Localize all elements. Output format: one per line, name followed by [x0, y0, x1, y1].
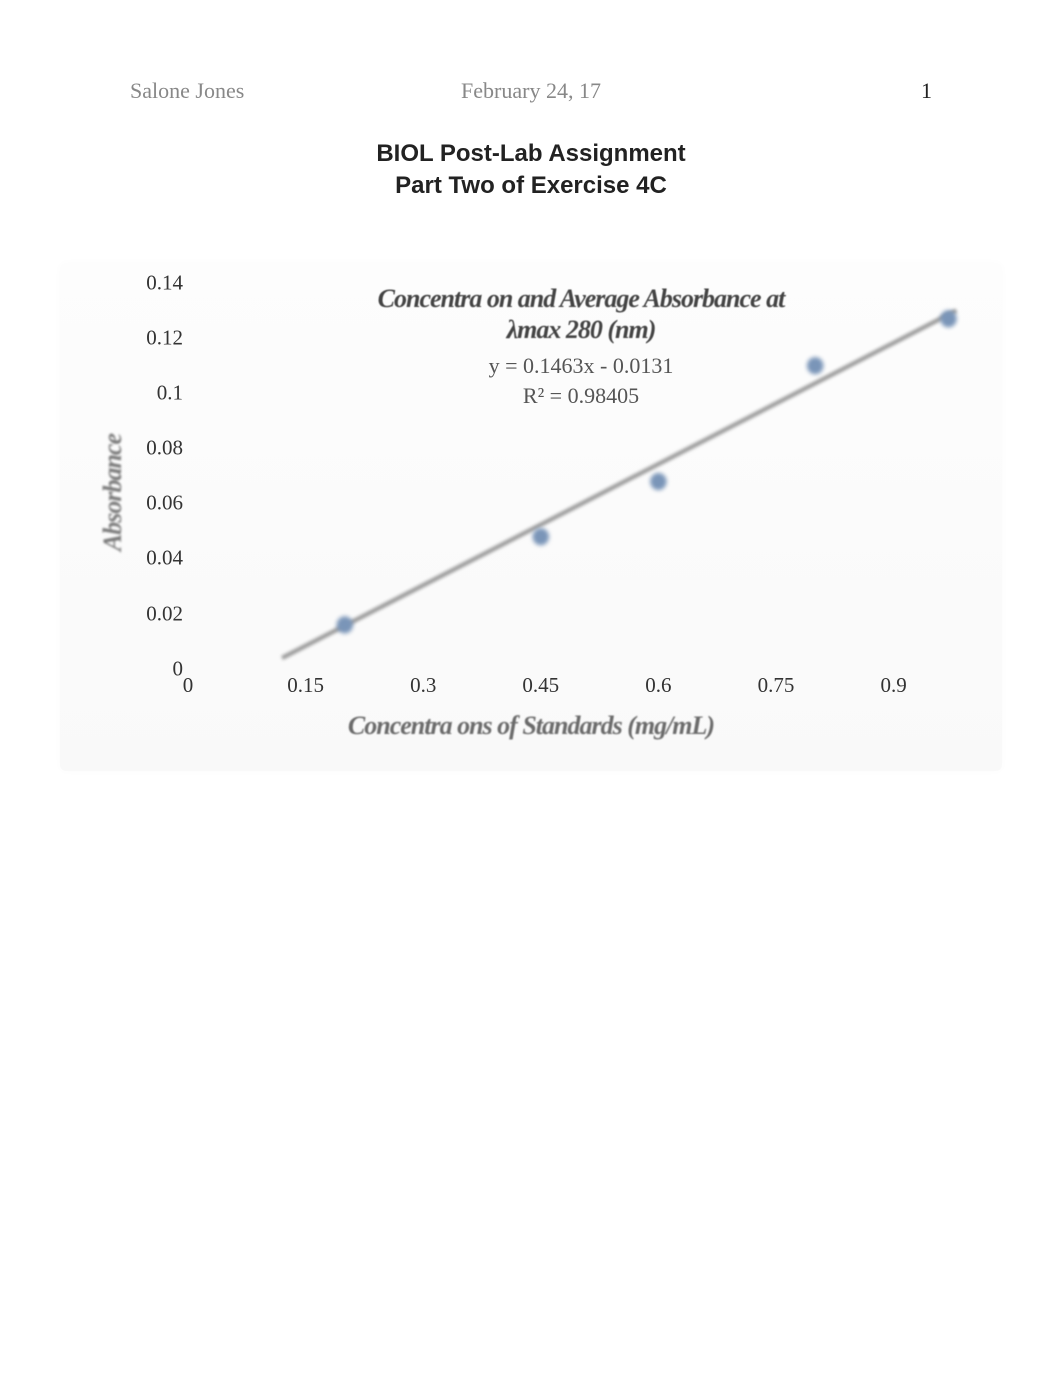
chart-title-block: Concentra on and Average Absorbance at λ…	[210, 283, 952, 411]
chart-title-line1: Concentra on and Average Absorbance at	[378, 284, 785, 313]
r-squared: R² = 0.98405	[210, 381, 952, 411]
y-tick-container: 00.020.040.060.080.10.120.14	[128, 283, 183, 669]
document-date: February 24, 17	[397, 78, 664, 104]
title-line-2: Part Two of Exercise 4C	[0, 170, 1062, 202]
x-axis-label: Concentra ons of Standards (mg/mL)	[90, 711, 972, 741]
plot-column: Concentra on and Average Absorbance at λ…	[128, 283, 972, 703]
y-axis-label: Absorbance	[90, 434, 128, 551]
x-tick-label: 0.15	[287, 673, 324, 698]
y-tick-label: 0.08	[146, 436, 183, 461]
document-title: BIOL Post-Lab Assignment Part Two of Exe…	[0, 138, 1062, 203]
document-header: Salone Jones February 24, 17 1	[0, 0, 1062, 104]
chart-inner: Absorbance Concentra on and Average Abso…	[90, 283, 972, 703]
y-tick-label: 0.1	[157, 381, 183, 406]
data-point	[533, 528, 550, 545]
x-tick-label: 0.6	[645, 673, 671, 698]
y-tick-label: 0.06	[146, 491, 183, 516]
author-name: Salone Jones	[130, 78, 397, 104]
data-point	[650, 473, 667, 490]
y-tick-label: 0	[173, 656, 184, 681]
page-number: 1	[665, 78, 932, 104]
chart-title: Concentra on and Average Absorbance at λ…	[210, 283, 952, 345]
chart-title-lambda: λmax	[507, 315, 561, 344]
chart-container: Absorbance Concentra on and Average Abso…	[60, 263, 1002, 771]
y-tick-label: 0.04	[146, 546, 183, 571]
x-tick-label: 0.75	[758, 673, 795, 698]
x-tick-container: 00.150.30.450.60.750.9	[188, 669, 972, 703]
x-tick-label: 0	[183, 673, 194, 698]
x-tick-label: 0.3	[410, 673, 436, 698]
x-tick-label: 0.9	[880, 673, 906, 698]
data-point	[337, 616, 354, 633]
y-tick-label: 0.02	[146, 601, 183, 626]
x-tick-label: 0.45	[522, 673, 559, 698]
equation-block: y = 0.1463x - 0.0131 R² = 0.98405	[210, 351, 952, 410]
title-line-1: BIOL Post-Lab Assignment	[0, 138, 1062, 170]
regression-equation: y = 0.1463x - 0.0131	[210, 351, 952, 381]
chart-title-suffix: 280 (nm)	[560, 315, 655, 344]
y-tick-label: 0.14	[146, 270, 183, 295]
y-tick-label: 0.12	[146, 325, 183, 350]
